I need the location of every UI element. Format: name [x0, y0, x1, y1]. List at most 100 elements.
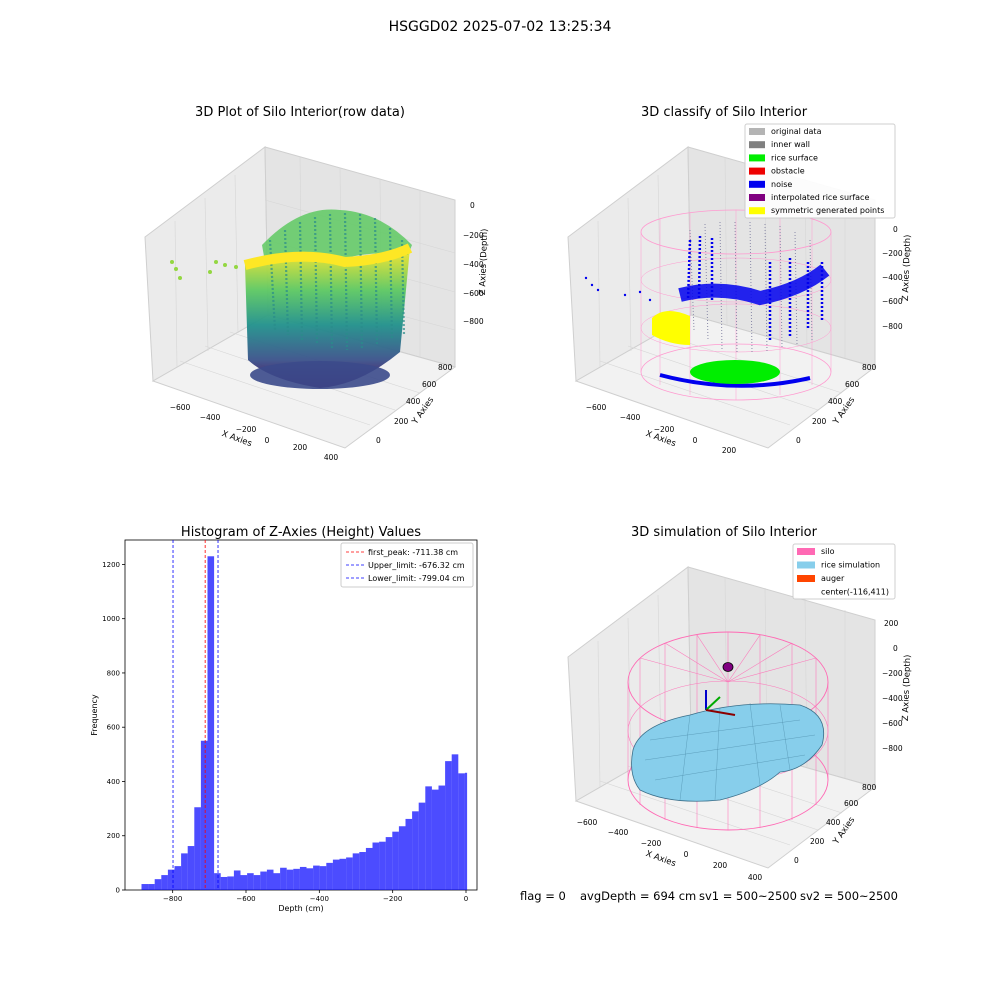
histogram-bar — [346, 857, 353, 890]
x-tick-label: −400 — [310, 895, 329, 903]
legend-label: first_peak: -711.38 cm — [368, 548, 458, 557]
histogram-bar — [365, 847, 373, 890]
x-axis-ticks: −800 −600 −400 −200 0 — [163, 890, 468, 903]
histogram-bar — [286, 869, 294, 890]
x-tick-label: −200 — [383, 895, 402, 903]
classify-legend: original data inner wall rice surface obsta… — [744, 123, 896, 219]
histogram-bar — [141, 884, 149, 890]
simulation-xtick: −600 — [577, 818, 598, 827]
simulation-ytick: 0 — [794, 856, 799, 865]
histogram-bar — [260, 871, 267, 890]
simulation-legend: silo rice simulation auger center(-116,411) — [792, 543, 896, 600]
simulation-ztick: −200 — [882, 669, 903, 678]
simulation-xtick: 200 — [713, 861, 728, 870]
legend-swatch — [749, 194, 765, 201]
legend-label: original data — [771, 127, 822, 136]
simulation-ztick: −800 — [882, 744, 903, 753]
raw-ytick: 0 — [376, 436, 381, 445]
histogram-bar — [299, 866, 307, 890]
histogram-bar — [154, 879, 162, 890]
classify-xtick: −200 — [654, 425, 675, 434]
histogram-bar — [306, 868, 314, 890]
x-tick-label: 0 — [464, 895, 468, 903]
classify-xtick: 200 — [722, 446, 737, 455]
y-tick-label: 0 — [116, 887, 120, 895]
sv1-text: sv1 = 500~2500 — [699, 889, 797, 903]
y-tick-label: 600 — [107, 724, 120, 732]
legend-label: obstacle — [771, 167, 805, 176]
raw-xtick: 200 — [293, 443, 308, 452]
panel-classify-3d: 3D classify of Silo Interior — [567, 105, 913, 455]
raw-zlabel: Z Axies (Depth) — [478, 228, 490, 295]
classify-ytick: 800 — [862, 363, 877, 372]
histogram-bar — [253, 875, 261, 890]
legend-swatch — [749, 207, 765, 215]
legend-swatch — [797, 561, 815, 569]
x-tick-label: −600 — [236, 895, 255, 903]
raw-xtick: −400 — [200, 413, 221, 422]
y-tick-label: 800 — [107, 669, 120, 677]
y-axis-ticks: 0 200 400 600 800 1000 1200 — [102, 561, 125, 895]
chart-title: Histogram of Z-Axies (Height) Values — [181, 525, 421, 540]
x-axis-label: Depth (cm) — [278, 904, 323, 913]
histogram-bar — [174, 866, 182, 890]
histogram-bar — [379, 841, 386, 890]
silo-simulation — [627, 631, 829, 831]
histogram-bar — [418, 802, 426, 890]
histogram-bar — [445, 761, 452, 890]
classify-zlabel: Z Axies (Depth) — [901, 234, 913, 301]
histogram-legend: first_peak: -711.38 cm Upper_limit: -676.… — [340, 542, 474, 588]
classify-ztick: −400 — [882, 273, 903, 282]
simulation-xtick: 0 — [684, 850, 689, 859]
panel-classify-title: 3D classify of Silo Interior — [641, 105, 808, 120]
simulation-xtick: −200 — [641, 839, 662, 848]
histogram-bar — [187, 846, 195, 890]
classify-ztick: −800 — [882, 322, 903, 331]
histogram-bars — [141, 556, 468, 890]
simulation-xlabel: X Axies — [644, 849, 677, 869]
legend-label: Lower_limit: -799.04 cm — [368, 574, 465, 583]
threshold-lines — [172, 540, 219, 890]
histogram-bar — [194, 807, 201, 890]
histogram-bar — [214, 873, 221, 890]
raw-point-cloud — [170, 209, 413, 389]
raw-ztick: −800 — [463, 317, 484, 326]
y-tick-label: 1000 — [102, 615, 120, 623]
histogram-bar — [280, 867, 287, 890]
legend-swatch — [749, 180, 765, 188]
histogram-bar — [352, 853, 360, 890]
raw-ztick: −200 — [463, 231, 484, 240]
legend-label: interpolated rice surface — [771, 193, 869, 202]
simulation-ytick: 200 — [810, 837, 825, 846]
histogram-bar — [385, 837, 393, 890]
classify-ztick: −200 — [882, 249, 903, 258]
raw-ytick: 200 — [394, 417, 409, 426]
legend-swatch — [749, 128, 765, 135]
histogram-bar — [405, 818, 413, 890]
y-tick-label: 400 — [107, 778, 120, 786]
histogram-bar — [398, 826, 406, 890]
status-line: flag = 0 avgDepth = 694 cm sv1 = 500~250… — [520, 889, 898, 903]
histogram-bar — [431, 789, 439, 890]
legend-swatch — [797, 548, 815, 555]
legend-swatch — [749, 154, 765, 162]
histogram-bar — [240, 875, 248, 890]
raw-ytick: 800 — [438, 363, 453, 372]
legend-label: noise — [771, 180, 792, 189]
histogram-bar — [412, 811, 419, 890]
histogram-bar — [319, 866, 327, 890]
simulation-ytick: 600 — [844, 799, 859, 808]
classify-ytick: 400 — [828, 397, 843, 406]
panel-raw-title: 3D Plot of Silo Interior(row data) — [195, 105, 405, 120]
raw-ztick: −600 — [463, 289, 484, 298]
panel-simulation-3d: 3D simulation of Silo Interior — [567, 525, 913, 882]
raw-xtick: −600 — [170, 403, 191, 412]
classify-xtick: 0 — [693, 436, 698, 445]
histogram-bar — [233, 870, 241, 890]
legend-label: rice simulation — [821, 561, 880, 570]
legend-label: center(-116,411) — [821, 588, 889, 597]
simulation-xtick: 400 — [748, 873, 763, 882]
histogram-bar — [266, 869, 274, 890]
legend-label: silo — [821, 547, 835, 556]
